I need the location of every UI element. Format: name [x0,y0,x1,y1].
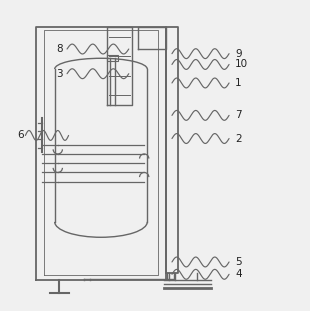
Text: 5: 5 [235,257,242,267]
Bar [107,55,118,61]
Text: 7: 7 [235,110,242,120]
Text: 6: 6 [18,130,24,141]
Text: 3: 3 [56,69,63,79]
Text: 2: 2 [235,133,242,143]
Text: 10: 10 [235,59,248,69]
Text: 1: 1 [235,78,242,88]
Text: 9: 9 [235,49,242,59]
Text: 8: 8 [56,44,63,54]
Text: 4: 4 [235,269,242,279]
